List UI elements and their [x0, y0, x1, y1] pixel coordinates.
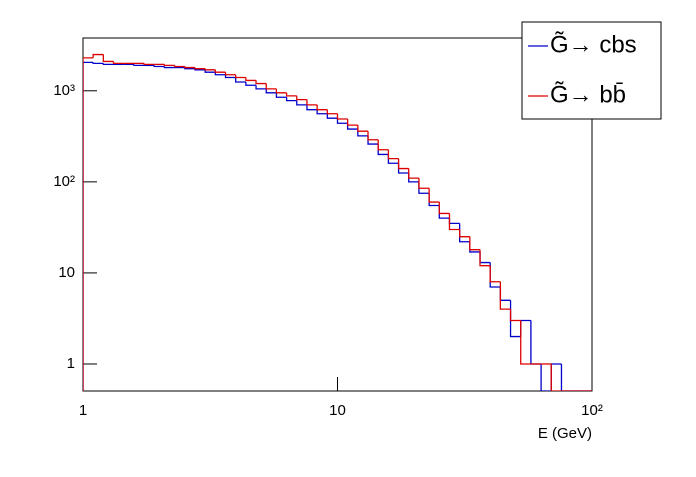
histogram-step	[214, 69, 226, 73]
histogram-step	[163, 64, 175, 67]
legend-box	[521, 21, 662, 120]
histogram-step	[306, 104, 318, 111]
y-tick-label: 10	[58, 264, 75, 281]
histogram-step	[255, 85, 267, 90]
histogram-step	[173, 65, 185, 68]
histogram-step	[448, 213, 460, 231]
histogram-step	[377, 139, 389, 151]
histogram-step	[112, 61, 124, 65]
histogram-step	[285, 97, 297, 102]
histogram-step	[357, 125, 369, 132]
histogram-step	[326, 109, 338, 115]
histogram-step	[418, 178, 430, 189]
y-tick-label: 10³	[53, 82, 75, 99]
histogram-step	[224, 72, 236, 76]
y-tick-label: 10²	[53, 173, 75, 190]
histogram-step	[509, 309, 521, 322]
legend-label: G̃→ cbs	[550, 31, 637, 58]
histogram-step	[133, 64, 145, 67]
histogram-step	[306, 99, 318, 106]
histogram-step	[235, 77, 246, 83]
histogram-step	[367, 131, 379, 141]
histogram-step	[397, 158, 409, 170]
histogram-step	[469, 236, 481, 251]
histogram-step	[245, 81, 257, 86]
histogram-step	[102, 63, 114, 66]
legend: G̃→ cbs G̃→ bb̄	[521, 21, 662, 120]
x-axis-label: E (GeV)	[538, 425, 592, 442]
histogram-step	[92, 62, 104, 65]
histogram-step	[316, 104, 328, 111]
histogram-step	[83, 61, 94, 391]
histogram-step	[438, 202, 450, 215]
histogram-step	[92, 53, 104, 58]
histogram-step	[285, 92, 297, 97]
histogram-step	[275, 88, 287, 94]
series-group	[83, 53, 592, 391]
histogram-step	[265, 83, 277, 90]
histogram-step	[143, 63, 155, 66]
histogram-step	[224, 74, 236, 79]
histogram-step	[489, 265, 501, 283]
histogram-step	[214, 72, 226, 76]
x-tick-label: 10	[329, 402, 346, 419]
y-tick-label: 1	[67, 355, 75, 372]
histogram-step	[163, 66, 175, 69]
histogram-step	[336, 113, 348, 120]
histogram-step	[316, 109, 328, 115]
histogram-step	[194, 67, 206, 70]
histogram-step	[153, 65, 165, 68]
histogram-step	[336, 118, 348, 124]
histogram-step	[235, 74, 246, 79]
histogram-step	[387, 149, 399, 160]
x-tick-label: 10²	[581, 402, 603, 419]
histogram-step	[499, 281, 511, 310]
histogram-step	[550, 363, 562, 391]
histogram-step	[265, 88, 277, 94]
histogram-step	[102, 54, 114, 63]
x-tick-label: 1	[79, 402, 87, 419]
histogram-step	[520, 320, 531, 365]
histogram-step	[255, 80, 267, 85]
histogram-step	[296, 95, 307, 101]
histogram-step	[560, 363, 572, 391]
histogram-step	[245, 77, 257, 82]
histogram-step	[479, 249, 491, 267]
histogram-step	[275, 92, 287, 98]
histogram-step	[184, 66, 195, 69]
histogram-step	[408, 168, 419, 179]
histogram-step	[428, 188, 440, 203]
histogram-step	[326, 113, 338, 119]
legend-label: G̃→ bb̄	[550, 81, 626, 108]
histogram-step	[296, 100, 307, 106]
histogram-step	[459, 229, 470, 238]
histogram-step	[204, 69, 216, 73]
histogram-step	[204, 68, 216, 71]
histogram-step	[346, 119, 358, 126]
histogram-step	[83, 57, 94, 391]
histogram-step	[540, 363, 552, 391]
